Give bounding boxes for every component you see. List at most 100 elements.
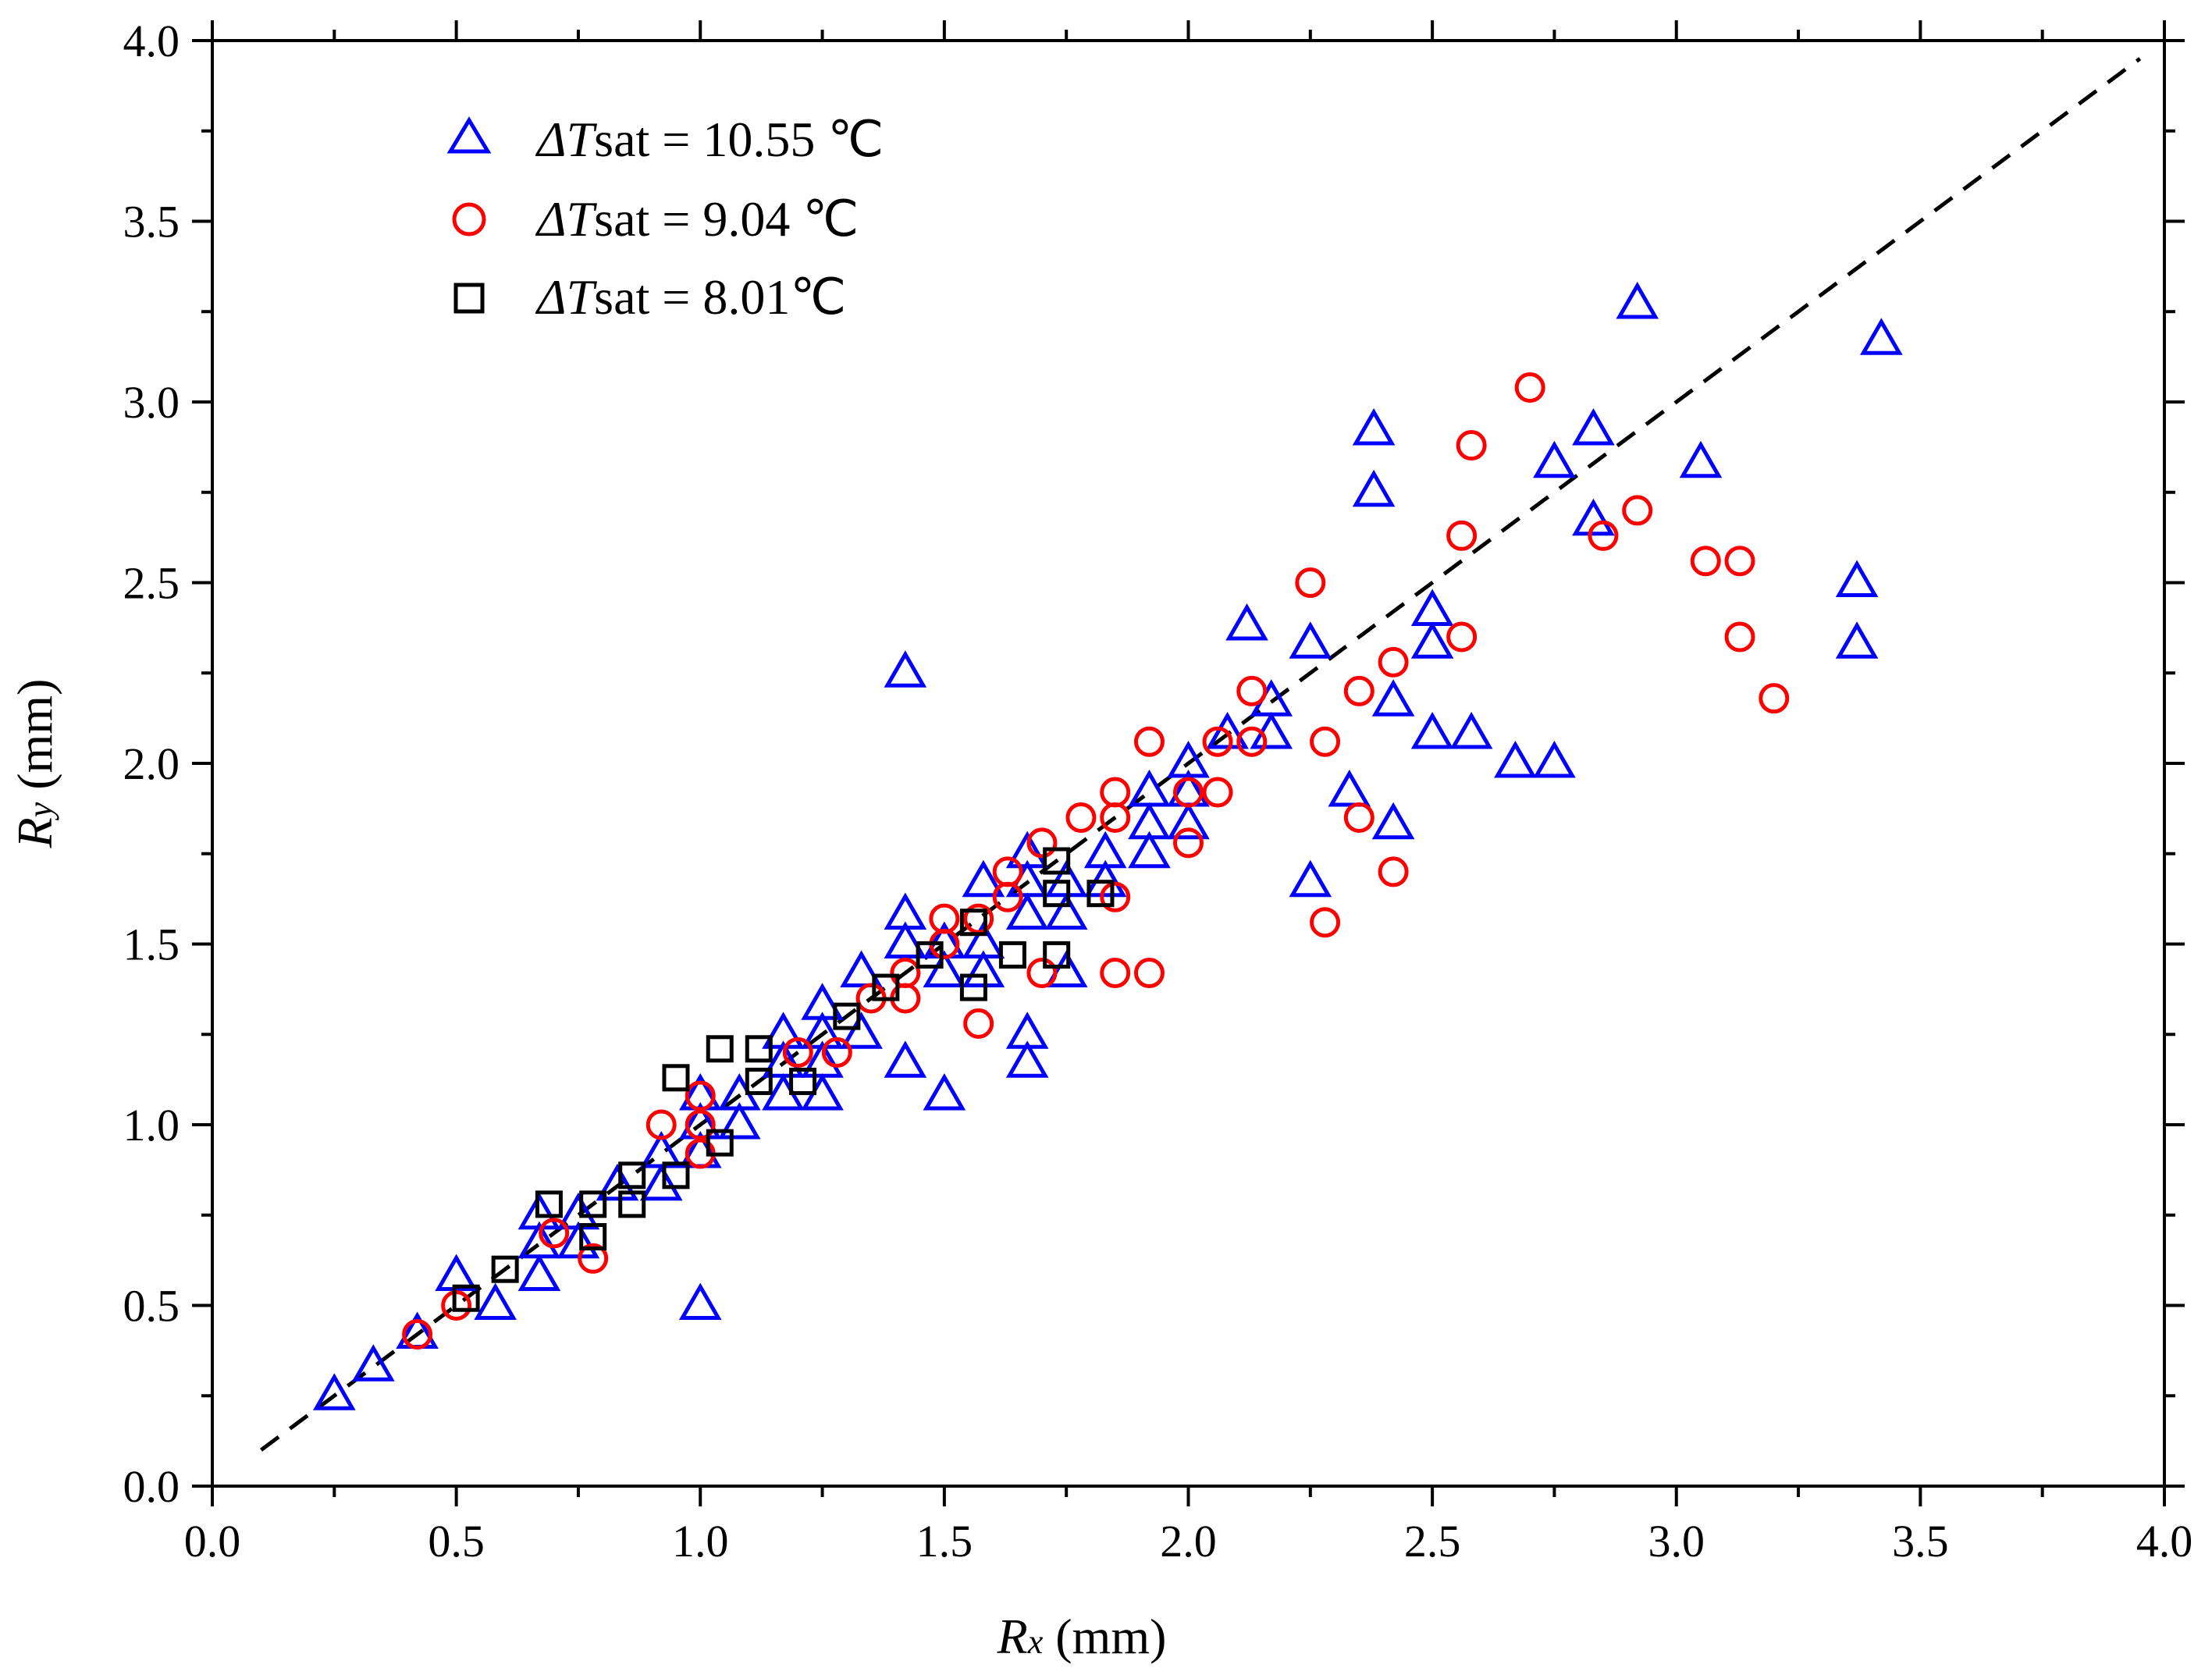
- x-axis-ticks: 0.0 0.5 1.0 1.5 2.0 2.5 3.0 3.5 4.0: [184, 20, 2192, 1567]
- data-point-triangle: [1005, 830, 1049, 869]
- x-axis-title: Rx (mm): [997, 1609, 1167, 1664]
- data-point-circle: [929, 903, 960, 934]
- data-point-triangle: [352, 1344, 395, 1382]
- data-point-circle: [1133, 958, 1165, 989]
- data-point-triangle: [762, 1012, 805, 1049]
- data-point-triangle: [1044, 892, 1088, 930]
- data-point-triangle: [1533, 440, 1576, 478]
- data-point-triangle: [312, 1373, 356, 1410]
- data-point-circle: [1456, 430, 1487, 461]
- data-point-triangle: [962, 921, 1005, 958]
- data-point-triangle: [1005, 1012, 1049, 1049]
- data-point-square: [706, 1129, 734, 1157]
- y-axis-ticks: 0.0 0.5 1.0 1.5 2.0 2.5 3.0 3.5 4.0: [123, 16, 2185, 1512]
- data-point-triangle: [884, 921, 927, 958]
- data-point-triangle: [557, 1192, 600, 1230]
- data-point-circle: [1724, 546, 1755, 577]
- data-point-triangle: [1206, 711, 1249, 749]
- data-point-circle: [1065, 802, 1097, 833]
- legend-label-sub: sat: [594, 112, 649, 167]
- data-point-circle: [1446, 520, 1478, 551]
- data-point-circle: [402, 1319, 433, 1350]
- legend-label-delta: Δ: [535, 112, 567, 167]
- data-point-square: [706, 1035, 734, 1063]
- data-point-circle: [1378, 646, 1409, 677]
- x-tick-label: 3.0: [1648, 1516, 1705, 1567]
- y-axis-title-unit: (mm): [7, 679, 62, 802]
- data-point-triangle: [1289, 859, 1332, 898]
- data-point-triangle: [1083, 859, 1127, 898]
- data-point-triangle: [1835, 560, 1879, 597]
- data-point-triangle: [1494, 740, 1537, 778]
- data-point-square: [1043, 880, 1071, 908]
- data-point-square: [662, 1161, 690, 1190]
- data-point-triangle: [1128, 770, 1171, 807]
- data-point-triangle: [517, 1221, 561, 1259]
- x-tick-label: 0.0: [184, 1516, 241, 1567]
- data-point-triangle: [517, 1254, 561, 1291]
- y-tick-label: 0.0: [123, 1461, 180, 1512]
- data-point-triangle: [1128, 830, 1171, 869]
- legend-label-T: T: [567, 191, 598, 247]
- data-point-triangle: [884, 892, 927, 930]
- reference-line-dashed: [260, 57, 2142, 1452]
- data-point-circle: [1343, 675, 1374, 706]
- data-point-circle: [1026, 958, 1058, 989]
- data-point-circle: [1588, 520, 1619, 551]
- x-tick-label: 2.5: [1404, 1516, 1461, 1567]
- data-point-square: [1086, 880, 1115, 908]
- data-point-circle: [645, 1109, 677, 1140]
- data-point-circle: [963, 1008, 994, 1039]
- data-point-triangle: [1679, 440, 1723, 478]
- data-point-circle: [1310, 726, 1341, 757]
- y-axis-title: Ry (mm): [7, 679, 62, 849]
- legend-entry-8-01: ΔTsat = 8.01℃: [453, 269, 846, 325]
- data-point-square: [789, 1067, 817, 1095]
- data-point-circle: [1173, 827, 1204, 859]
- data-point-triangle: [1167, 740, 1210, 778]
- data-point-triangle: [1616, 281, 1659, 319]
- legend-label-T: T: [567, 112, 598, 167]
- data-point-square: [745, 1035, 773, 1063]
- data-point-triangle: [1128, 802, 1171, 840]
- y-axis-title-symbol: R: [7, 817, 62, 848]
- data-point-triangle: [1533, 740, 1576, 778]
- legend-marker-circle: [452, 202, 486, 236]
- data-point-square: [959, 973, 987, 1001]
- data-point-triangle: [962, 859, 1005, 898]
- y-tick-label: 1.0: [123, 1100, 180, 1150]
- data-point-circle: [578, 1243, 609, 1274]
- x-axis-title-unit: (mm): [1043, 1609, 1166, 1664]
- data-point-square: [579, 1223, 607, 1251]
- data-point-circle: [782, 1037, 813, 1068]
- data-point-triangle: [762, 1040, 805, 1078]
- legend-label-delta: Δ: [535, 191, 567, 247]
- data-point-triangle: [639, 1163, 683, 1201]
- data-point-triangle: [801, 983, 844, 1020]
- data-point-triangle: [1005, 892, 1049, 930]
- reference-line: [260, 57, 2142, 1452]
- data-point-square: [1043, 847, 1071, 875]
- data-point-triangle: [717, 1101, 761, 1140]
- y-axis-title-subscript: y: [21, 802, 59, 820]
- data-point-square: [872, 973, 900, 1001]
- data-point-triangle: [1410, 589, 1454, 627]
- y-tick-label: 3.0: [123, 377, 180, 428]
- legend-entry-9-04: ΔTsat = 9.04 ℃: [452, 191, 859, 247]
- data-point-triangle: [1044, 950, 1088, 988]
- x-axis-title-subscript: x: [1027, 1623, 1044, 1661]
- y-tick-label: 2.5: [123, 558, 180, 609]
- x-axis-title-symbol: R: [997, 1609, 1028, 1664]
- data-point-circle: [1202, 726, 1233, 757]
- x-tick-label: 0.5: [428, 1516, 485, 1567]
- series-circle: [402, 372, 1790, 1350]
- data-point-square: [833, 1002, 861, 1030]
- series-square: [452, 847, 1115, 1312]
- data-point-triangle: [801, 1040, 844, 1078]
- x-tick-label: 1.5: [916, 1516, 973, 1567]
- legend-label-10-55: ΔTsat = 10.55 ℃: [535, 112, 884, 167]
- data-point-triangle: [517, 1192, 561, 1230]
- y-tick-label: 1.5: [123, 919, 180, 970]
- legend-label-value: = 8.01℃: [649, 269, 846, 325]
- y-tick-label: 3.5: [123, 197, 180, 247]
